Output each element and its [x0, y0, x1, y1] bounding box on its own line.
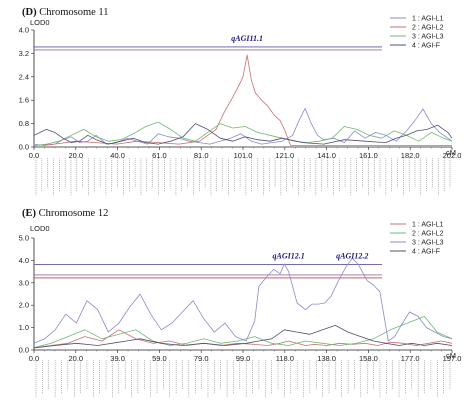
series-line: [33, 324, 453, 349]
plot-area: 0.0 1.0 2.0 3.0 4.0 5.0 0.0 20.0 39.0 59.0 79.0 99.…: [19, 234, 462, 398]
y-tick-label: 1.0: [19, 323, 29, 332]
legend-entry: 3 : AGI-L3: [412, 240, 444, 247]
x-tick-label: 0.0: [29, 151, 39, 160]
plot-area: 0.0 0.8 1.6 2.4 3.2 4.0 0.0 20.0 40.0 61.0 81.0 101…: [19, 26, 462, 196]
x-tick-label: 182.0: [401, 151, 420, 160]
x-tick-label: 39.0: [110, 354, 125, 363]
x-tick-label: 141.0: [317, 151, 336, 160]
series-line: [33, 257, 453, 344]
x-tick-label: 79.0: [194, 354, 209, 363]
legend-entry: 2 : AGI-L2: [412, 25, 444, 32]
series-line: [33, 108, 453, 146]
series-line: [33, 315, 453, 349]
x-tick-label: 158.0: [359, 354, 378, 363]
x-tick-label: 0.0: [29, 354, 39, 363]
panel-title: (E) Chromosome 12: [22, 208, 108, 219]
series-line: [33, 329, 453, 349]
x-tick-label: 202.0: [443, 151, 462, 160]
y-axis-label: LOD0: [30, 18, 50, 27]
x-tick-label: 177.0: [401, 354, 420, 363]
x-tick-label: 20.0: [68, 151, 83, 160]
qtl-label: qAGI11.1: [231, 34, 263, 43]
x-tick-label: 20.0: [68, 354, 83, 363]
y-tick-label: 4.0: [19, 26, 29, 35]
y-tick-label: 2.4: [19, 72, 29, 81]
x-tick-label: 197.0: [443, 354, 462, 363]
series-line: [33, 121, 453, 146]
x-tick-label: 101.0: [234, 151, 253, 160]
legend: 1 : AGI-L1 2 : AGI-L2 3 : AGI-L3 4 : AGI-F: [390, 16, 444, 50]
y-tick-label: 0.0: [19, 143, 29, 152]
x-tick-label: 161.0: [359, 151, 378, 160]
legend-entry: 1 : AGI-L1: [412, 222, 444, 229]
qtl-label: qAGI12.1: [273, 251, 305, 260]
series-line: [33, 123, 453, 145]
y-tick-label: 4.0: [19, 256, 29, 265]
y-tick-label: 5.0: [19, 234, 29, 243]
y-tick-label: 2.0: [19, 301, 29, 310]
panel-chromosome-12: (E) Chromosome 12 LOD0 cM 0.0 1.0 2.0 3.0 4.…: [19, 208, 462, 398]
y-tick-label: 1.6: [19, 96, 29, 105]
legend-entry: 1 : AGI-L1: [412, 16, 444, 23]
x-axis-label: cM: [446, 351, 456, 360]
qtl-label: qAGI12.2: [336, 251, 368, 260]
x-tick-label: 81.0: [194, 151, 209, 160]
legend-entry: 3 : AGI-L3: [412, 34, 444, 41]
legend-entry: 4 : AGI-F: [412, 43, 440, 50]
panel-title: (D) Chromosome 11: [22, 7, 109, 18]
y-axis-label: LOD0: [30, 224, 50, 233]
panel-chromosome-11: (D) Chromosome 11 LOD0 cM 0.0 0.8 1.6 2.4 3.…: [19, 7, 462, 196]
x-axis-label: cM: [446, 148, 456, 157]
y-tick-label: 3.2: [19, 49, 29, 58]
x-tick-label: 40.0: [110, 151, 125, 160]
x-tick-label: 138.0: [317, 354, 336, 363]
y-tick-label: 3.0: [19, 278, 29, 287]
y-tick-label: 0.8: [19, 119, 29, 128]
x-tick-label: 121.0: [275, 151, 294, 160]
x-tick-label: 99.0: [236, 354, 251, 363]
x-tick-label: 61.0: [152, 151, 167, 160]
x-tick-label: 118.0: [276, 354, 294, 363]
x-tick-label: 59.0: [152, 354, 167, 363]
legend-entry: 4 : AGI-F: [412, 249, 440, 256]
legend: 1 : AGI-L1 2 : AGI-L2 3 : AGI-L3 4 : AGI-F: [390, 222, 444, 256]
legend-entry: 2 : AGI-L2: [412, 231, 444, 238]
y-tick-label: 0.0: [19, 346, 29, 355]
series-line: [33, 54, 452, 146]
